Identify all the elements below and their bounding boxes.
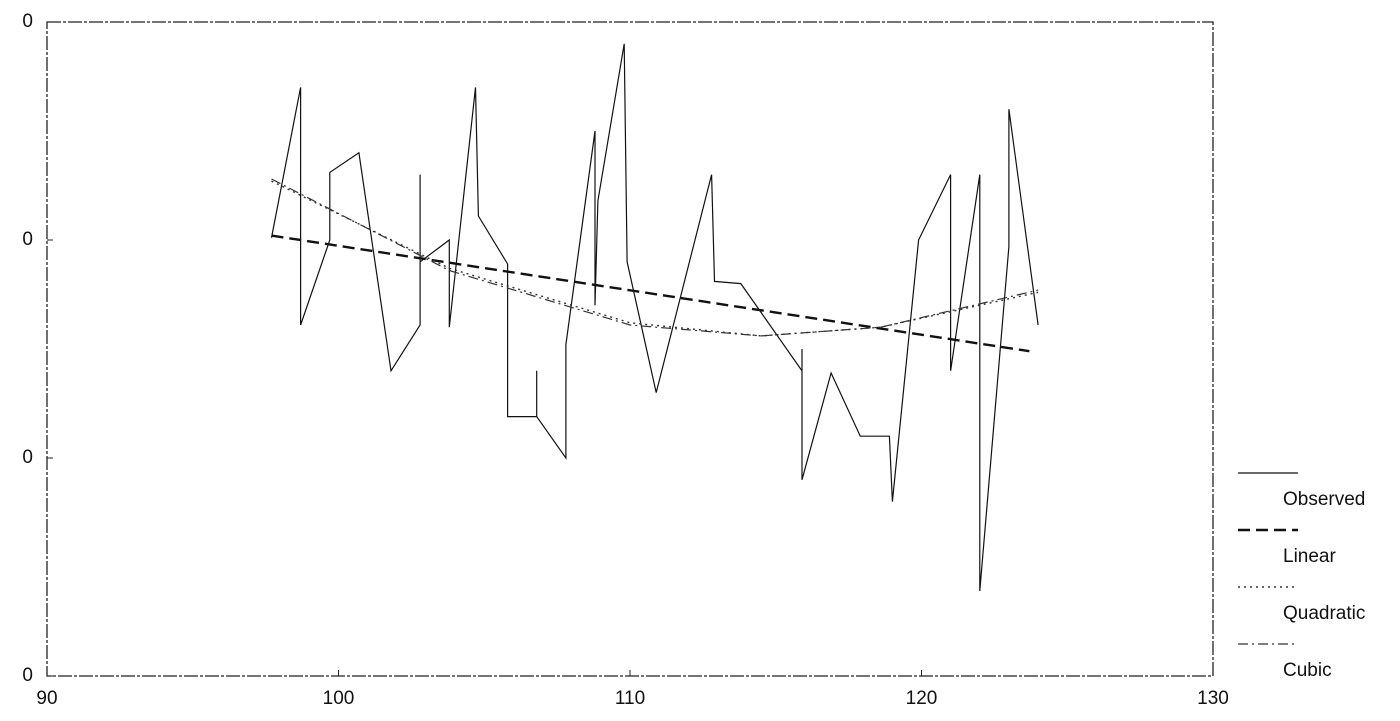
y-tick-label: 0 (22, 665, 33, 686)
series-line (271, 234, 1030, 353)
legend-label: Observed (1283, 489, 1365, 510)
legend-label: Quadratic (1283, 603, 1365, 624)
y-tick-label: 0 (22, 229, 33, 250)
series-line (271, 178, 1039, 337)
x-tick-label: 100 (323, 688, 355, 709)
x-tick-label: 130 (1197, 688, 1229, 709)
series-line (270, 43, 1039, 592)
plot-frame (46, 21, 1214, 677)
series-line (271, 180, 1039, 337)
y-tick-label: 0 (22, 11, 33, 32)
legend-label: Cubic (1283, 660, 1332, 681)
y-tick-label: 0 (22, 447, 33, 468)
x-tick-label: 110 (615, 688, 645, 709)
x-tick-label: 120 (906, 688, 938, 709)
x-tick-label: 90 (36, 688, 57, 709)
legend-label: Linear (1283, 546, 1336, 567)
